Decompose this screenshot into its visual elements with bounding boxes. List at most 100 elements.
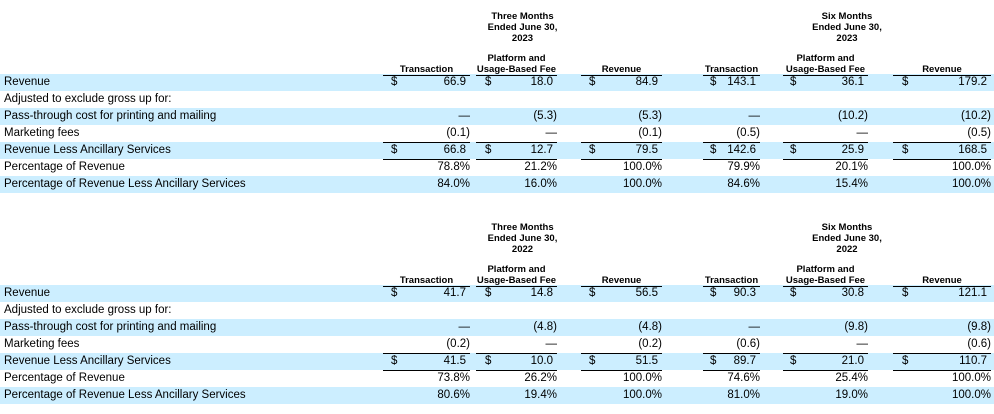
cell-value: (0.1)	[638, 127, 662, 139]
cell-value: 110.7	[959, 355, 987, 367]
currency-symbol: $	[391, 144, 398, 156]
column-header: Platform and	[796, 264, 855, 275]
cell-value: 84.9	[635, 76, 658, 88]
column-header: Usage-Based Fee	[476, 64, 557, 75]
subtotal-rule	[476, 370, 557, 371]
cell-value: 100.0%	[622, 161, 662, 173]
cell-value: 78.8%	[437, 161, 470, 173]
total-rule	[783, 142, 868, 143]
period-header: 2022	[511, 244, 534, 255]
row-band	[0, 74, 994, 91]
cell-value: 51.5	[635, 355, 658, 367]
cell-value: 121.1	[958, 287, 987, 299]
currency-symbol: $	[485, 76, 492, 88]
column-header: Usage-Based Fee	[785, 64, 866, 75]
cell-value: (9.8)	[967, 321, 991, 333]
row-label: Percentage of Revenue Less Ancillary Ser…	[4, 178, 246, 190]
cell-value: —	[748, 110, 761, 122]
period-header: Six Months	[821, 222, 873, 233]
currency-symbol: $	[790, 287, 797, 299]
header-underline	[893, 286, 991, 287]
column-header: Usage-Based Fee	[785, 275, 866, 286]
cell-value: 179.2	[958, 76, 987, 88]
cell-value: (4.8)	[638, 321, 662, 333]
header-underline	[383, 75, 470, 76]
currency-symbol: $	[710, 76, 717, 88]
column-header: Transaction	[399, 64, 454, 75]
cell-value: (0.6)	[967, 338, 991, 350]
cell-value: 143.1	[727, 76, 756, 88]
cell-value: 168.5	[958, 144, 987, 156]
cell-value: 56.5	[635, 287, 658, 299]
period-header: 2023	[836, 33, 858, 44]
subtotal-rule	[581, 370, 662, 371]
currency-symbol: $	[391, 287, 398, 299]
column-header: Usage-Based Fee	[476, 275, 557, 286]
cell-value: 100.0%	[951, 372, 991, 384]
cell-value: 10.0	[530, 355, 553, 367]
cell-value: 74.6%	[727, 372, 760, 384]
cell-value: 79.5	[635, 144, 658, 156]
cell-value: 100.0%	[951, 389, 991, 401]
column-header: Revenue	[922, 275, 962, 286]
cell-value: 25.9	[841, 144, 864, 156]
column-header: Transaction	[399, 275, 454, 286]
row-label: Marketing fees	[4, 338, 80, 350]
currency-symbol: $	[589, 144, 596, 156]
row-band	[0, 142, 994, 159]
period-header: Ended June 30,	[487, 22, 558, 33]
row-label: Revenue	[4, 287, 51, 299]
cell-value: 100.0%	[622, 372, 662, 384]
currency-symbol: $	[485, 287, 492, 299]
period-header: 2022	[836, 244, 858, 255]
subtotal-rule	[476, 159, 557, 160]
row-label: Revenue Less Ancillary Services	[4, 144, 171, 156]
cell-value: 142.6	[727, 144, 756, 156]
cell-value: 18.0	[530, 76, 553, 88]
total-rule	[476, 353, 557, 354]
cell-value: (0.5)	[736, 127, 760, 139]
cell-value: —	[458, 321, 471, 333]
row-band	[0, 319, 994, 336]
cell-value: 12.7	[530, 144, 553, 156]
header-underline	[703, 286, 760, 287]
subtotal-rule	[783, 159, 868, 160]
column-header: Revenue	[922, 64, 962, 75]
header-underline	[703, 75, 760, 76]
cell-value: 80.6%	[437, 389, 470, 401]
cell-value: 41.7	[443, 287, 466, 299]
cell-value: 16.0%	[524, 178, 557, 190]
currency-symbol: $	[790, 144, 797, 156]
cell-value: 79.9%	[727, 161, 760, 173]
cell-value: —	[545, 338, 558, 350]
row-band	[0, 387, 994, 404]
cell-value: 84.6%	[727, 178, 760, 190]
row-band	[0, 353, 994, 370]
total-rule	[893, 353, 991, 354]
cell-value: 36.1	[841, 76, 864, 88]
cell-value: 90.3	[733, 287, 756, 299]
cell-value: 41.5	[443, 355, 466, 367]
total-rule	[783, 353, 868, 354]
cell-value: (0.2)	[638, 338, 662, 350]
currency-symbol: $	[710, 144, 717, 156]
row-label: Percentage of Revenue	[4, 161, 125, 173]
total-rule	[893, 142, 991, 143]
period-header: Three Months	[491, 222, 554, 233]
period-header: Ended June 30,	[812, 233, 882, 244]
row-label: Adjusted to exclude gross up for:	[4, 304, 172, 316]
row-band	[0, 176, 994, 193]
currency-symbol: $	[485, 355, 492, 367]
total-rule	[581, 142, 662, 143]
period-header: 2023	[511, 33, 534, 44]
cell-value: 25.4%	[835, 372, 868, 384]
subtotal-rule	[383, 370, 470, 371]
period-header: Ended June 30,	[487, 233, 558, 244]
cell-value: 20.1%	[835, 161, 868, 173]
total-rule	[383, 142, 470, 143]
row-band	[0, 108, 994, 125]
cell-value: (5.3)	[638, 110, 662, 122]
currency-symbol: $	[589, 355, 596, 367]
header-underline	[893, 75, 991, 76]
row-label: Pass-through cost for printing and maili…	[4, 321, 217, 333]
